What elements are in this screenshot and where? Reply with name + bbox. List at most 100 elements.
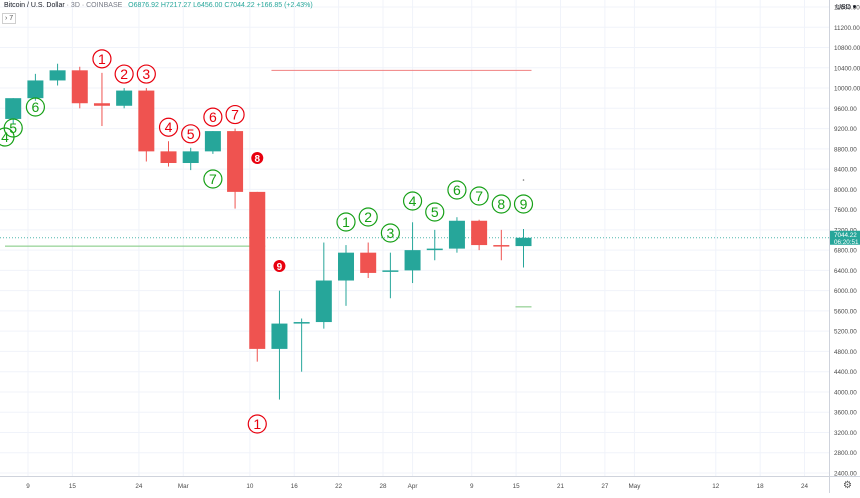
td-count-marker (402, 191, 423, 211)
td-count-label: 5 (9, 120, 17, 136)
x-tick-label: 22 (335, 483, 343, 490)
y-tick-label: 5200.00 (834, 329, 857, 336)
x-tick-label: Mar (178, 483, 189, 490)
y-tick-label: 8400.00 (834, 167, 857, 174)
x-tick-label: 16 (291, 483, 299, 490)
candle-body (338, 252, 355, 281)
td-count-label: 1 (342, 214, 350, 230)
td-count-marker (203, 169, 223, 189)
chevron-right-icon: › (5, 15, 8, 22)
y-tick-label: 5600.00 (834, 308, 857, 315)
td-count-label: 2 (120, 66, 128, 82)
x-tick-label: Apr (408, 483, 418, 490)
y-tick-label: 6800.00 (834, 248, 857, 255)
candle-body (249, 191, 266, 349)
candle-body (448, 220, 465, 249)
candle-body (27, 80, 44, 99)
candle-body (93, 103, 110, 106)
candle-body (71, 70, 88, 104)
td-count-label: 4 (409, 193, 417, 209)
marker-dot (522, 179, 525, 181)
td-count-marker (225, 104, 245, 125)
x-tick-label: 9 (470, 483, 474, 490)
currency-text: USD (836, 4, 851, 11)
y-tick-label: 4000.00 (834, 389, 857, 396)
candle-body (315, 280, 332, 323)
td-count-label: 3 (386, 225, 394, 241)
y-tick-label: 3600.00 (834, 410, 857, 417)
td-count-marker (491, 194, 511, 214)
td-count-marker (425, 202, 445, 222)
settings-gear-icon[interactable]: ⚙ (843, 480, 852, 491)
candle-body (293, 322, 310, 324)
x-tick-label: 9 (26, 483, 30, 490)
td-count-marker (92, 49, 112, 69)
y-tick-label: 7600.00 (834, 207, 857, 214)
close-value: C7044.22 (224, 2, 255, 9)
candle-body (182, 151, 199, 164)
td-count-label: 5 (187, 126, 195, 142)
td-count-marker (251, 152, 264, 164)
last-price-badge (830, 230, 860, 245)
td-count-marker (469, 186, 489, 206)
indicators-collapse-button[interactable]: › 7 (2, 13, 17, 24)
y-tick-label: 4400.00 (834, 369, 857, 376)
td-count-marker (273, 260, 286, 272)
interval-label[interactable]: 3D (70, 2, 80, 9)
candle-body (160, 151, 177, 164)
td-count-marker (114, 64, 134, 84)
countdown-label: 06:20:51 (834, 239, 859, 246)
candle-body (49, 70, 66, 81)
td-count-label: 7 (231, 107, 239, 123)
td-count-marker (181, 124, 201, 144)
chevron-down-icon: ▾ (852, 4, 857, 11)
td-count-marker (25, 97, 45, 117)
x-tick-label: May (628, 483, 641, 490)
y-tick-label: 3200.00 (834, 430, 857, 437)
x-tick-label: 12 (712, 483, 720, 490)
change-value: +166.85 (+2.43%) (256, 2, 313, 9)
y-tick-label: 8800.00 (834, 146, 857, 153)
y-tick-label: 11600.00 (834, 5, 860, 12)
td-count-label: 7 (475, 188, 483, 204)
candle-body (138, 90, 155, 152)
x-tick-label: 27 (601, 483, 609, 490)
x-tick-label: 15 (513, 483, 521, 490)
candle-body (493, 245, 510, 247)
td-count-label: 1 (98, 51, 106, 67)
td-count-label: 3 (142, 66, 150, 82)
x-tick-label: 15 (69, 483, 77, 490)
td-count-label: 2 (364, 209, 372, 225)
x-tick-label: 21 (557, 483, 565, 490)
last-price-label: 7044.22 (834, 232, 857, 239)
x-tick-label: 24 (135, 483, 143, 490)
y-tick-label: 9600.00 (834, 106, 857, 113)
y-tick-label: 2800.00 (834, 450, 857, 457)
y-tick-label: 10400.00 (834, 65, 860, 72)
x-tick-label: 24 (801, 483, 809, 490)
td-count-label: 1 (253, 416, 261, 432)
td-count-label: 9 (520, 196, 528, 212)
x-tick-label: 28 (379, 483, 387, 490)
td-count-label: 8 (254, 154, 260, 165)
currency-label[interactable]: USD ▾ (836, 3, 856, 11)
td-count-label: 4 (165, 119, 173, 135)
td-count-label: 6 (453, 182, 461, 198)
symbol-name[interactable]: Bitcoin / U.S. Dollar (4, 2, 65, 9)
open-value: O6876.92 (128, 2, 159, 9)
candle-body (5, 98, 22, 119)
td-count-marker (158, 117, 179, 137)
high-value: H7217.27 (160, 2, 192, 9)
td-count-marker (3, 118, 23, 138)
td-count-label: 9 (277, 262, 283, 273)
x-tick-label: 10 (246, 483, 254, 490)
y-tick-label: 6000.00 (834, 288, 857, 295)
low-value: L6456.00 (193, 2, 223, 9)
y-tick-label: 10000.00 (834, 86, 860, 93)
y-tick-label: 8000.00 (834, 187, 857, 194)
td-count-marker (336, 212, 356, 232)
candle-body (360, 252, 377, 273)
td-count-marker (247, 414, 267, 434)
